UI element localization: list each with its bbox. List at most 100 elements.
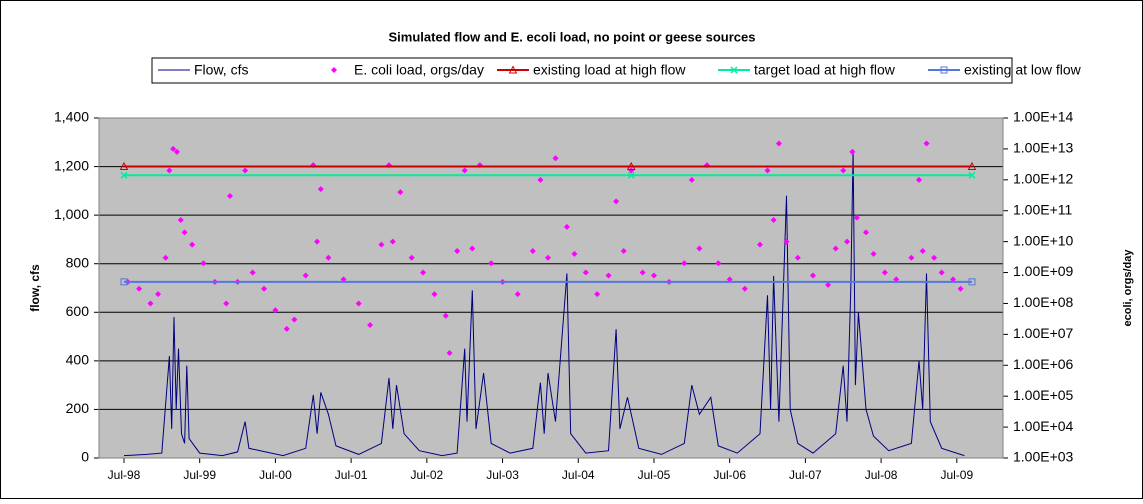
y2-tick-label: 1.00E+07	[1013, 325, 1074, 341]
data-point	[537, 176, 544, 183]
data-point	[469, 245, 476, 252]
x-tick-label: Jul-98	[108, 468, 141, 482]
x-tick-label: Jul-06	[713, 468, 746, 482]
data-point	[408, 254, 415, 261]
data-point	[162, 254, 169, 261]
data-point	[783, 238, 790, 245]
data-point	[582, 269, 589, 276]
y2-tick-label: 1.00E+06	[1013, 356, 1074, 372]
data-point	[242, 167, 249, 174]
data-point	[919, 247, 926, 254]
x-tick-label: Jul-01	[335, 468, 368, 482]
data-point	[291, 316, 298, 323]
data-point	[454, 247, 461, 254]
x-tick-label: Jul-04	[562, 468, 595, 482]
data-point	[302, 272, 309, 279]
data-point	[378, 241, 385, 248]
data-point	[170, 145, 177, 152]
data-point	[825, 281, 832, 288]
data-point	[756, 241, 763, 248]
line-marker	[120, 278, 128, 286]
line-marker	[626, 161, 636, 170]
data-point	[639, 269, 646, 276]
data-point	[853, 214, 860, 221]
data-point	[389, 238, 396, 245]
x-tick-label: Jul-07	[789, 468, 822, 482]
data-point	[200, 260, 207, 267]
data-point	[314, 238, 321, 245]
series-line	[123, 149, 965, 457]
legend-label: target load at high flow	[754, 62, 896, 78]
y2-tick-label: 1.00E+14	[1013, 109, 1074, 125]
data-point	[189, 241, 196, 248]
plot-area	[99, 118, 1003, 458]
data-point	[317, 186, 324, 193]
data-point	[881, 269, 888, 276]
data-point	[915, 176, 922, 183]
x-tick-label: Jul-00	[259, 468, 292, 482]
line-marker	[627, 171, 635, 179]
data-point	[696, 245, 703, 252]
data-point	[715, 260, 722, 267]
data-point	[155, 291, 162, 298]
data-point	[147, 300, 154, 307]
data-point	[283, 325, 290, 332]
y2-tick-label: 1.00E+12	[1013, 171, 1074, 187]
data-point	[688, 176, 695, 183]
legend-swatch-marker	[730, 66, 738, 74]
data-point	[355, 300, 362, 307]
y-tick-label: 1,400	[54, 109, 89, 125]
y2-tick-label: 1.00E+13	[1013, 140, 1074, 156]
y-tick-label: 600	[66, 303, 90, 319]
data-point	[938, 269, 945, 276]
data-point	[488, 260, 495, 267]
data-point	[420, 269, 427, 276]
data-point	[957, 285, 964, 292]
data-point	[367, 322, 374, 329]
data-point	[681, 260, 688, 267]
legend-label: Flow, cfs	[194, 62, 248, 78]
y-tick-label: 1,200	[54, 157, 89, 173]
data-point	[181, 229, 188, 236]
y-tick-label: 400	[66, 352, 90, 368]
y2-tick-label: 1.00E+10	[1013, 232, 1074, 248]
line-marker	[120, 171, 128, 179]
y2-tick-label: 1.00E+09	[1013, 263, 1074, 279]
data-point	[529, 247, 536, 254]
y2-tick-label: 1.00E+03	[1013, 449, 1074, 465]
data-point	[849, 148, 856, 155]
x-tick-label: Jul-08	[865, 468, 898, 482]
x-tick-label: Jul-05	[638, 468, 671, 482]
data-point	[397, 189, 404, 196]
y-tick-label: 200	[66, 400, 90, 416]
data-point	[764, 167, 771, 174]
data-point	[173, 148, 180, 155]
data-point	[650, 272, 657, 279]
data-point	[832, 245, 839, 252]
data-point	[862, 229, 869, 236]
data-point	[794, 254, 801, 261]
legend-swatch-marker	[508, 65, 518, 74]
legend-label: existing at low flow	[964, 62, 1082, 78]
data-point	[431, 291, 438, 298]
chart-title: Simulated flow and E. ecoli load, no poi…	[389, 29, 756, 44]
data-point	[844, 238, 851, 245]
legend-label: E. coli load, orgs/day	[354, 62, 484, 78]
data-point	[809, 272, 816, 279]
legend-swatch	[331, 67, 337, 73]
y2-tick-label: 1.00E+11	[1013, 201, 1073, 217]
x-tick-label: Jul-02	[410, 468, 443, 482]
data-point	[770, 217, 777, 224]
data-point	[563, 223, 570, 230]
legend-swatch-marker	[940, 66, 948, 74]
y2-tick-label: 1.00E+04	[1013, 418, 1074, 434]
data-point	[442, 312, 449, 319]
x-tick-label: Jul-99	[183, 468, 216, 482]
data-point	[136, 285, 143, 292]
data-point	[923, 140, 930, 147]
x-tick-label: Jul-09	[940, 468, 973, 482]
y2-axis-title: ecoli, orgs/day	[1122, 249, 1134, 327]
legend-label: existing load at high flow	[533, 62, 686, 78]
data-point	[840, 167, 847, 174]
